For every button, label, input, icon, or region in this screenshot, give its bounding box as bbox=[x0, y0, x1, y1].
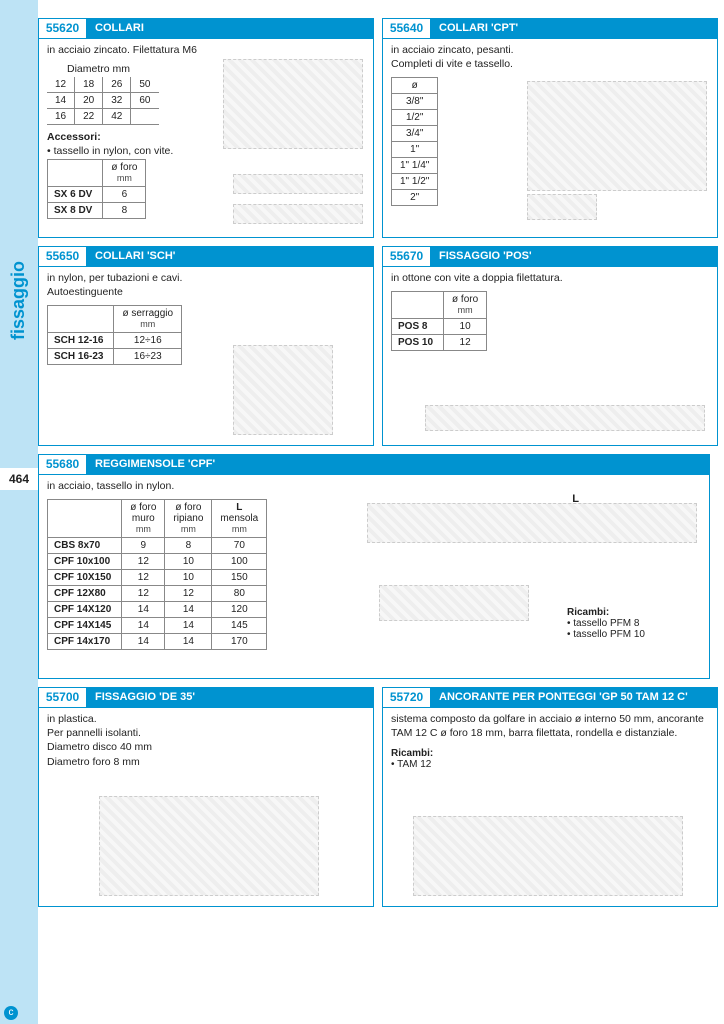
section-55680: 55680 REGGIMENSOLE 'CPF' in acciaio, tas… bbox=[38, 454, 710, 679]
accessori-table: ø foromm SX 6 DV6 SX 8 DV8 bbox=[47, 159, 146, 219]
desc-55700: in plastica. Per pannelli isolanti. Diam… bbox=[39, 708, 373, 775]
product-image bbox=[223, 59, 363, 149]
code-55680: 55680 bbox=[39, 455, 87, 475]
title-55680: REGGIMENSOLE 'CPF' bbox=[87, 455, 709, 475]
product-image bbox=[367, 503, 697, 543]
page-number: 464 bbox=[0, 468, 38, 490]
section-55620: 55620 COLLARI in acciaio zincato. Filett… bbox=[38, 18, 374, 238]
sch-table: ø serraggiomm SCH 12-1612÷16 SCH 16-2316… bbox=[47, 305, 182, 365]
section-55640: 55640 COLLARI 'CPT' in acciaio zincato, … bbox=[382, 18, 718, 238]
section-55670: 55670 FISSAGGIO 'POS' in ottone con vite… bbox=[382, 246, 718, 446]
dim-label: L bbox=[572, 493, 579, 505]
desc-55720: sistema composto da golfare in acciaio ø… bbox=[383, 708, 717, 746]
diam-grid: 12182650 14203260 162242 bbox=[47, 77, 159, 125]
title-55700: FISSAGGIO 'DE 35' bbox=[87, 688, 373, 708]
desc-55640: in acciaio zincato, pesanti. Completi di… bbox=[383, 39, 717, 77]
product-image bbox=[425, 405, 705, 431]
code-55640: 55640 bbox=[383, 19, 431, 39]
title-55720: ANCORANTE PER PONTEGGI 'GP 50 TAM 12 C' bbox=[431, 688, 717, 708]
desc-55680: in acciaio, tassello in nylon. bbox=[39, 475, 709, 499]
title-55650: COLLARI 'SCH' bbox=[87, 247, 373, 267]
section-55650: 55650 COLLARI 'SCH' in nylon, per tubazi… bbox=[38, 246, 374, 446]
side-tab: fissaggio 464 bbox=[0, 0, 38, 1024]
desc-55650: in nylon, per tubazioni e cavi. Autoesti… bbox=[39, 267, 373, 305]
code-55720: 55720 bbox=[383, 688, 431, 708]
pos-table: ø foromm POS 810 POS 1012 bbox=[391, 291, 487, 351]
catalog-content: 55620 COLLARI in acciaio zincato. Filett… bbox=[38, 18, 718, 915]
title-55620: COLLARI bbox=[87, 19, 373, 39]
product-image bbox=[233, 204, 363, 224]
product-image bbox=[99, 796, 319, 896]
category-label: fissaggio bbox=[8, 261, 29, 340]
section-55720: 55720 ANCORANTE PER PONTEGGI 'GP 50 TAM … bbox=[382, 687, 718, 907]
product-image bbox=[233, 345, 333, 435]
cpf-table: ø foromuromm ø fororipianomm Lmensolamm … bbox=[47, 499, 267, 650]
ricambi-55720: Ricambi: • TAM 12 bbox=[383, 746, 717, 772]
title-55670: FISSAGGIO 'POS' bbox=[431, 247, 717, 267]
product-image bbox=[527, 194, 597, 220]
code-55700: 55700 bbox=[39, 688, 87, 708]
product-image bbox=[233, 174, 363, 194]
product-image bbox=[527, 81, 707, 191]
section-55700: 55700 FISSAGGIO 'DE 35' in plastica. Per… bbox=[38, 687, 374, 907]
cpt-table: ø 3/8" 1/2" 3/4" 1" 1" 1/4" 1" 1/2" 2" bbox=[391, 77, 438, 206]
desc-55670: in ottone con vite a doppia filettatura. bbox=[383, 267, 717, 291]
product-image bbox=[413, 816, 683, 896]
product-image bbox=[379, 585, 529, 621]
title-55640: COLLARI 'CPT' bbox=[431, 19, 717, 39]
code-55650: 55650 bbox=[39, 247, 87, 267]
footer-icon: c bbox=[4, 1006, 18, 1020]
code-55670: 55670 bbox=[383, 247, 431, 267]
code-55620: 55620 bbox=[39, 19, 87, 39]
ricambi-55680: Ricambi: • tassello PFM 8 • tassello PFM… bbox=[559, 605, 689, 642]
